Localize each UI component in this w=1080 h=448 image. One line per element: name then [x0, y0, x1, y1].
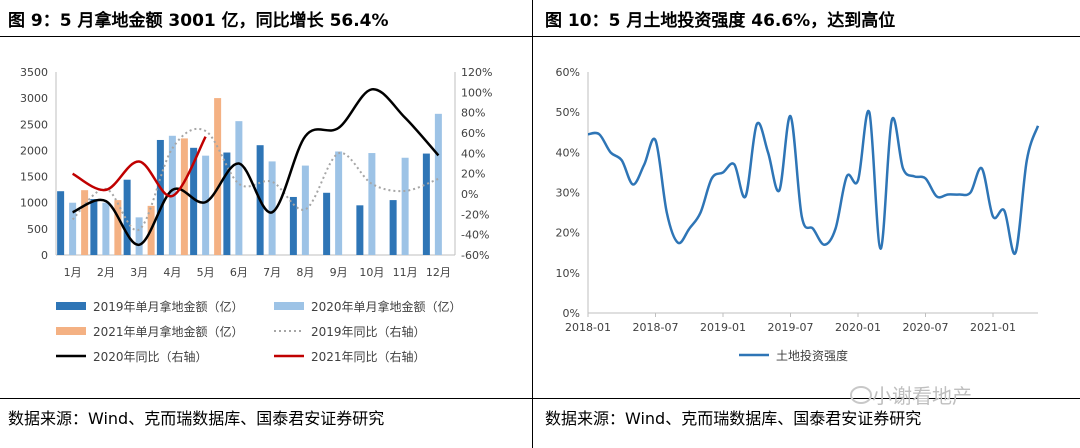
data-source-left: 数据来源：Wind、克而瑞数据库、国泰君安证券研究 [8, 409, 385, 428]
right-y-tick-label: -40% [461, 229, 489, 242]
right-y-tick-label: -60% [461, 249, 489, 262]
bar-series0 [90, 199, 98, 255]
bar-series1 [69, 202, 77, 255]
source-divider-left [0, 398, 532, 399]
x-tick-label: 2020-07 [903, 321, 949, 334]
right-y-tick-label: 60% [461, 127, 485, 140]
left-y-tick-label: 2500 [20, 118, 48, 131]
x-tick-label: 12月 [426, 266, 451, 279]
left-y-tick-label: 1500 [20, 171, 48, 184]
x-tick-label: 5月 [197, 266, 215, 279]
bar-series2 [114, 200, 122, 255]
watermark-text: 小谢看地产 [872, 384, 972, 408]
y-tick-label: 50% [556, 106, 580, 119]
line-series0 [587, 109, 1040, 255]
legend-label: 2021年同比（右轴） [311, 349, 426, 364]
line-series5 [71, 136, 207, 198]
right-y-tick-label: 120% [461, 66, 492, 79]
bar-series2 [180, 138, 188, 255]
legend-swatch-series0 [56, 302, 86, 310]
bar-series2 [214, 98, 222, 255]
bar-series1 [268, 161, 276, 255]
bar-series0 [190, 147, 198, 255]
line-series4 [72, 88, 440, 247]
bar-series0 [156, 139, 164, 255]
land-investment-intensity-chart: 0% 10% 20% 30% 40% 50% 60% 2018-01 2018-07 2019-0… [556, 66, 1040, 363]
y-tick-label: 0% [563, 307, 580, 320]
bar-series1 [368, 153, 376, 255]
x-tick-label: 1月 [64, 266, 82, 279]
bar-series2 [81, 190, 89, 255]
x-tick-label: 9月 [330, 266, 348, 279]
left-y-tick-label: 1000 [20, 197, 48, 210]
legend-label: 2020年单月拿地金额（亿） [311, 299, 462, 314]
right-y-tick-label: 40% [461, 147, 485, 160]
left-chart-panel: 图 9：5 月拿地金额 3001 亿，同比增长 56.4% 0 500 1000 15… [0, 0, 532, 448]
bar-series0 [356, 205, 364, 255]
bar-series1 [335, 151, 343, 255]
x-tick-label: 6月 [230, 266, 248, 279]
x-tick-label: 2020-01 [835, 321, 881, 334]
y-tick-label: 20% [556, 227, 580, 240]
title-divider-left [0, 36, 532, 37]
x-tick-label: 7月 [263, 266, 281, 279]
left-y-tick-label: 2000 [20, 144, 48, 157]
legend-swatch-series2 [56, 327, 86, 335]
x-tick-label: 2019-07 [768, 321, 814, 334]
x-tick-label: 11月 [393, 266, 418, 279]
right-y-tick-label: 20% [461, 168, 485, 181]
data-source-right: 数据来源：Wind、克而瑞数据库、国泰君安证券研究 [545, 409, 922, 428]
x-tick-label: 4月 [163, 266, 181, 279]
bar-series0 [123, 179, 131, 255]
x-tick-label: 2018-07 [633, 321, 679, 334]
chart-title-left: 图 9：5 月拿地金额 3001 亿，同比增长 56.4% [8, 11, 389, 31]
bar-series0 [57, 191, 65, 255]
wechat-icon [850, 386, 872, 404]
bar-series1 [135, 217, 143, 255]
left-y-tick-label: 0 [41, 249, 48, 262]
right-y-tick-label: 80% [461, 107, 485, 120]
y-tick-label: 10% [556, 267, 580, 280]
legend-label: 2019年单月拿地金额（亿） [93, 299, 244, 314]
x-tick-label: 8月 [296, 266, 314, 279]
bar-series1 [235, 121, 243, 255]
legend-label: 2019年同比（右轴） [311, 324, 426, 339]
x-tick-label: 2019-01 [700, 321, 746, 334]
left-y-tick-label: 3000 [20, 92, 48, 105]
bar-series0 [223, 152, 231, 255]
x-tick-label: 3月 [130, 266, 148, 279]
source-divider-right [533, 398, 1080, 399]
legend-swatch-series1 [274, 302, 304, 310]
bar-series0 [389, 200, 397, 255]
right-y-tick-label: 100% [461, 86, 492, 99]
bar-series1 [301, 165, 309, 255]
right-chart-panel: 图 10：5 月土地投资强度 46.6%，达到高位 0% 10% 20% 30% 40%… [533, 0, 1080, 448]
bar-series0 [422, 153, 430, 255]
legend-label: 2021年单月拿地金额（亿） [93, 324, 244, 339]
title-divider-right [533, 36, 1080, 37]
bar-series1 [434, 113, 442, 255]
bar-series0 [289, 196, 297, 255]
right-y-tick-label: -20% [461, 208, 489, 221]
x-tick-label: 2021-01 [970, 321, 1016, 334]
x-tick-label: 2018-01 [565, 321, 611, 334]
left-y-tick-label: 3500 [20, 66, 48, 79]
y-tick-label: 60% [556, 66, 580, 79]
land-acquisition-amount-chart: 0 500 1000 1500 2000 2500 3000 3500 -60% -40% -20%… [20, 66, 492, 364]
y-tick-label: 40% [556, 146, 580, 159]
bar-series0 [323, 192, 331, 255]
x-tick-label: 10月 [359, 266, 384, 279]
left-y-tick-label: 500 [27, 223, 48, 236]
y-tick-label: 30% [556, 187, 580, 200]
chart-title-right: 图 10：5 月土地投资强度 46.6%，达到高位 [545, 11, 896, 31]
x-tick-label: 2月 [97, 266, 115, 279]
bar-series1 [401, 157, 409, 255]
bar-series1 [202, 155, 210, 255]
panel-divider [532, 0, 533, 448]
legend-label: 土地投资强度 [776, 348, 848, 363]
legend-label: 2020年同比（右轴） [93, 349, 208, 364]
line-series3 [71, 127, 439, 232]
right-y-tick-label: 0% [461, 188, 478, 201]
bar-series1 [102, 202, 110, 255]
